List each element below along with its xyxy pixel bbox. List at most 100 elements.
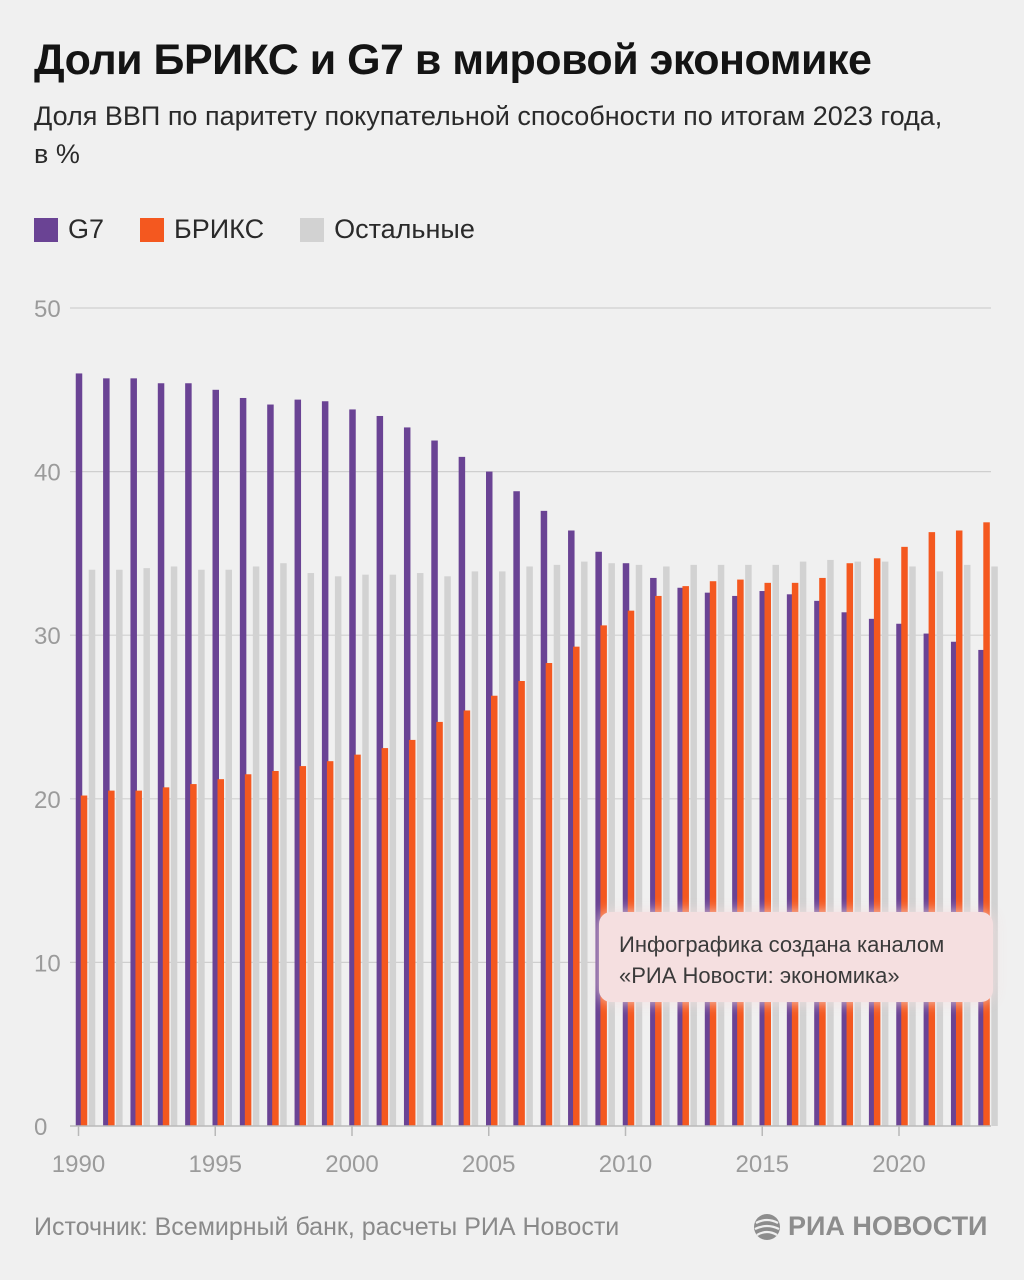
legend-label-g7: G7: [68, 214, 105, 244]
y-tick-label: 0: [34, 1114, 47, 1141]
y-tick-label: 40: [34, 460, 61, 487]
bar-g7-2002: [403, 427, 411, 1127]
bar-brics-2004: [463, 710, 471, 1126]
bar-brics-2005: [491, 695, 498, 1126]
legend-item-g7: G7: [34, 214, 104, 245]
bar-g7-2008: [568, 530, 575, 1126]
legend-item-others: Остальные: [300, 214, 475, 245]
bar-others-1997: [280, 563, 287, 1126]
bar-g7-2000: [349, 409, 356, 1126]
bar-g7-1995: [212, 389, 219, 1126]
bar-g7-2016: [786, 594, 794, 1126]
bar-g7-2012: [677, 587, 684, 1126]
bar-brics-1999: [326, 761, 334, 1126]
bar-g7-2005: [486, 471, 493, 1127]
bar-brics-2001: [381, 748, 389, 1126]
bar-others-2021: [936, 571, 944, 1126]
bar-brics-2014: [737, 579, 744, 1126]
x-tick-label: 2015: [736, 1151, 789, 1178]
bar-g7-2017: [814, 600, 821, 1126]
bar-brics-2012: [682, 586, 689, 1126]
bar-brics-2023: [983, 522, 990, 1126]
bar-brics-2009: [600, 625, 607, 1126]
bar-others-2001: [389, 574, 397, 1126]
bar-g7-2013: [704, 592, 712, 1126]
bar-g7-2006: [513, 491, 520, 1126]
bar-g7-1997: [267, 404, 274, 1126]
bar-brics-2006: [518, 681, 525, 1126]
bar-g7-2014: [732, 595, 739, 1126]
bar-brics-2015: [764, 582, 771, 1126]
x-tick-label: 1995: [189, 1151, 242, 1178]
bar-others-2016: [799, 561, 807, 1126]
x-tick-label: 2000: [325, 1151, 378, 1178]
bar-others-2022: [963, 564, 971, 1126]
bar-brics-1997: [272, 770, 279, 1126]
bar-g7-1992: [130, 378, 137, 1126]
legend-swatch-others: [300, 217, 325, 242]
bar-others-1995: [225, 569, 232, 1126]
bar-others-1994: [198, 569, 205, 1126]
bar-brics-1991: [108, 790, 115, 1126]
bar-others-2020: [909, 566, 916, 1126]
bar-others-1998: [307, 573, 315, 1126]
bar-brics-2020: [901, 546, 908, 1126]
bar-brics-2011: [655, 595, 662, 1126]
bar-others-2012: [690, 564, 697, 1126]
y-tick-label: 20: [34, 787, 61, 814]
bar-g7-1993: [157, 383, 165, 1127]
bar-g7-2019: [868, 618, 876, 1126]
bar-g7-2004: [458, 456, 466, 1127]
bar-g7-2010: [622, 563, 630, 1126]
legend-label-others: Остальные: [334, 214, 475, 244]
bar-g7-1996: [239, 397, 247, 1127]
bar-others-1990: [88, 569, 96, 1126]
bar-others-2018: [854, 561, 862, 1126]
bar-g7-1999: [321, 401, 329, 1126]
bar-brics-2008: [573, 646, 580, 1126]
bar-brics-1990: [80, 795, 88, 1126]
bar-others-2023: [991, 566, 998, 1126]
ria-logo: РИА НОВОСТИ: [752, 1211, 987, 1242]
bar-others-1996: [252, 566, 260, 1126]
x-tick-label: 2005: [462, 1151, 515, 1178]
legend: G7 БРИКС Остальные: [34, 214, 511, 245]
bar-others-2010: [635, 564, 643, 1126]
bar-g7-1998: [294, 399, 302, 1127]
bar-brics-1994: [190, 784, 197, 1126]
channel-notice: Инфографика создана каналом «РИА Новости…: [599, 912, 993, 1002]
bar-brics-1992: [135, 790, 142, 1126]
bar-others-2007: [553, 564, 561, 1126]
bar-brics-1993: [162, 787, 170, 1126]
legend-swatch-g7: [34, 217, 58, 242]
y-tick-label: 30: [34, 623, 61, 650]
bar-brics-1996: [244, 774, 252, 1126]
bar-others-2014: [745, 564, 752, 1126]
bar-others-1993: [170, 566, 178, 1126]
bar-brics-2022: [955, 530, 963, 1126]
bar-others-1991: [116, 569, 123, 1126]
bar-others-2011: [663, 566, 670, 1126]
bar-brics-1995: [217, 779, 224, 1126]
bar-brics-2018: [846, 563, 854, 1126]
bar-g7-2011: [650, 577, 657, 1126]
bar-brics-2019: [873, 558, 881, 1126]
bar-others-2017: [827, 559, 834, 1126]
bar-g7-2018: [841, 612, 849, 1126]
bar-brics-2013: [709, 581, 717, 1126]
bar-g7-1990: [75, 373, 83, 1126]
bar-others-2002: [416, 573, 424, 1126]
legend-swatch-brics: [140, 217, 165, 242]
bar-g7-1991: [103, 378, 110, 1126]
bar-brics-2003: [436, 721, 443, 1126]
bar-others-2008: [581, 561, 588, 1126]
bar-g7-2021: [923, 633, 931, 1126]
bar-brics-1998: [299, 766, 307, 1126]
chart-subtitle: Доля ВВП по паритету покупательной спосо…: [34, 101, 943, 169]
bar-g7-2015: [759, 591, 766, 1126]
bar-g7-2023: [978, 649, 985, 1126]
bar-others-2019: [881, 561, 889, 1126]
bar-g7-2020: [896, 623, 903, 1126]
x-tick-label: 2010: [599, 1151, 652, 1178]
chart-title: Доли БРИКС и G7 в мировой экономике: [34, 36, 872, 84]
